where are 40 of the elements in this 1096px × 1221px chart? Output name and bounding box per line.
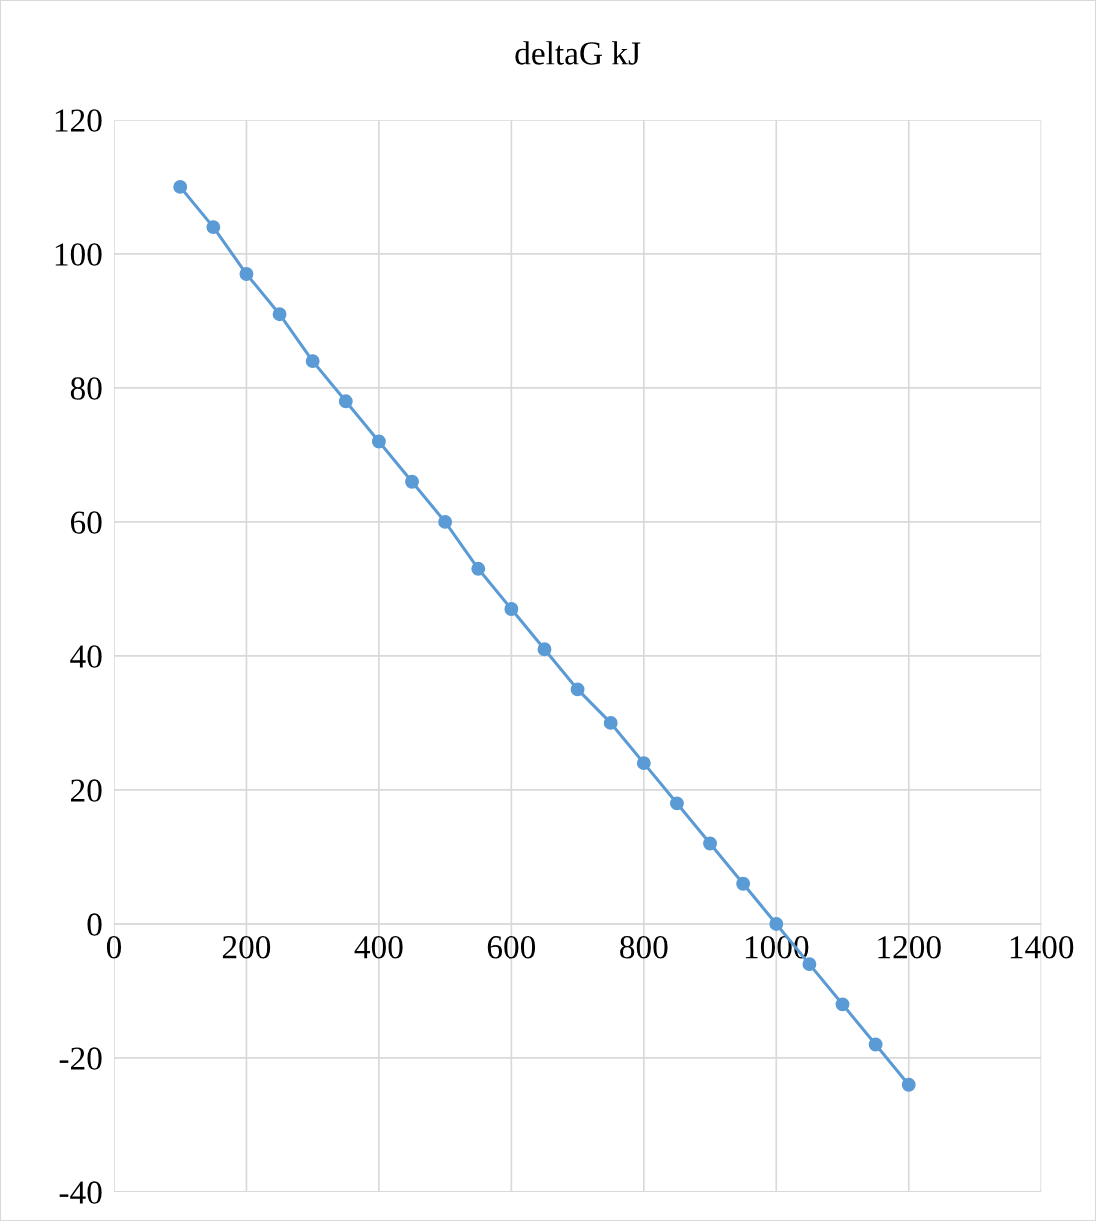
- y-tick-label: 40: [70, 645, 102, 668]
- x-tick-label: 1200: [878, 936, 941, 959]
- point: [371, 434, 386, 449]
- chart-title: deltaG kJ: [515, 41, 641, 65]
- point: [405, 474, 419, 489]
- point: [868, 1037, 883, 1052]
- y-tick-label: 100: [55, 243, 102, 266]
- point: [471, 561, 486, 576]
- x-tick-label: 200: [222, 936, 271, 959]
- point: [438, 514, 453, 529]
- y-tick-label: -40: [59, 1181, 102, 1204]
- point: [603, 715, 618, 730]
- y-tick-label: -20: [59, 1047, 102, 1070]
- x-tick-label: 1400: [1010, 936, 1074, 959]
- y-tick-label: 20: [71, 779, 102, 802]
- point: [636, 756, 651, 771]
- point: [570, 682, 585, 697]
- point: [173, 179, 188, 194]
- y-tick-label: 120: [55, 109, 102, 132]
- x-tick-label: 400: [354, 936, 403, 959]
- point: [669, 796, 684, 811]
- point: [272, 307, 287, 322]
- point: [338, 394, 353, 409]
- y-tick-label: 60: [70, 511, 102, 534]
- point: [901, 1077, 916, 1092]
- point: [239, 267, 254, 281]
- x-tick-label: 600: [487, 936, 536, 959]
- point: [206, 220, 221, 235]
- point: [835, 997, 850, 1012]
- point: [769, 916, 784, 931]
- point: [802, 957, 817, 972]
- point: [504, 602, 519, 616]
- point: [305, 354, 320, 369]
- y-tick-label: 80: [70, 377, 102, 400]
- x-tick-label: 0: [106, 936, 122, 959]
- point: [537, 642, 552, 657]
- y-tick-label: 0: [87, 913, 102, 936]
- x-tick-label: 800: [620, 936, 668, 959]
- point: [736, 876, 751, 891]
- point: [703, 836, 717, 851]
